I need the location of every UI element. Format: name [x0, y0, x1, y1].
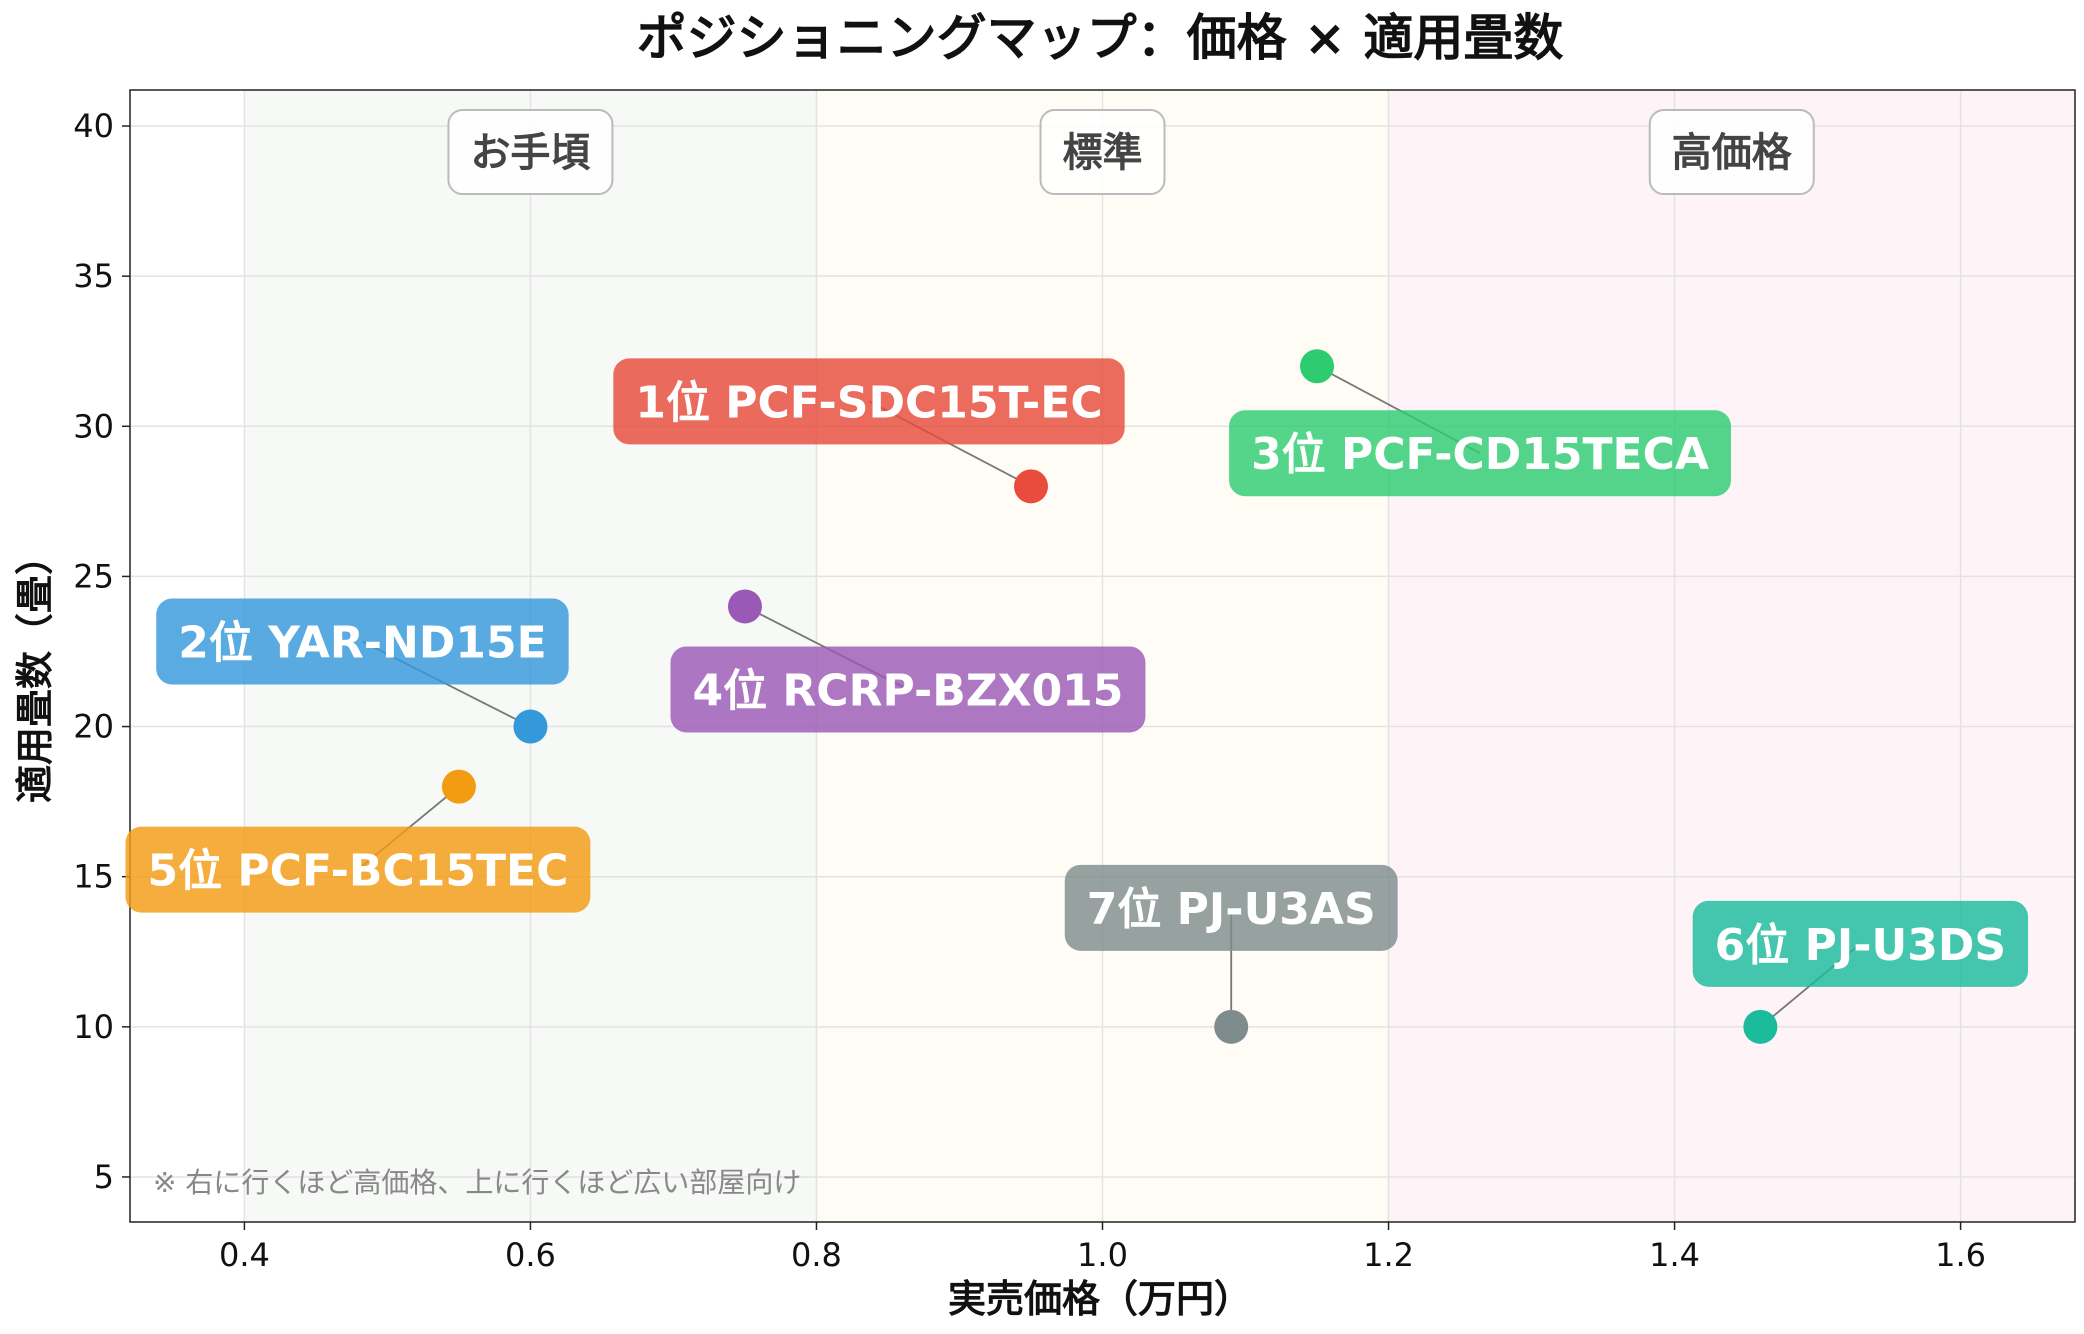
x-tick-label-1: 0.6: [505, 1236, 556, 1274]
point-label-bg-1: [156, 598, 569, 685]
zone-label-2: 高価格: [1672, 130, 1793, 176]
zone-label-0: お手頃: [470, 130, 590, 176]
point-label-text-3: 4位 RCRP-BZX015: [692, 665, 1123, 716]
point-label-bg-6: [1064, 864, 1398, 951]
point-label-4: 5位 PCF-BC15TEC: [125, 826, 591, 913]
zone-band-2: [1388, 90, 2075, 1222]
point-label-0: 1位 PCF-SDC15T-EC: [613, 358, 1125, 445]
point-label-3: 4位 RCRP-BZX015: [670, 646, 1146, 733]
y-tick-label-6: 35: [73, 257, 114, 295]
zone-label-box-1: [1039, 109, 1166, 195]
chart-title: ポジショニングマップ：価格 × 適用畳数: [637, 9, 1564, 67]
y-tick-label-1: 10: [73, 1008, 114, 1046]
y-tick-label-2: 15: [73, 858, 114, 896]
x-tick-label-0: 0.4: [219, 1236, 270, 1274]
data-point-1: [513, 709, 548, 744]
chart-note: ※ 右に行くほど高価格、上に行くほど広い部屋向け: [153, 1166, 801, 1199]
point-label-text-5: 6位 PJ-U3DS: [1715, 920, 2006, 971]
data-point-4: [441, 769, 476, 804]
y-tick-label-0: 5: [94, 1158, 114, 1196]
point-label-bg-2: [1229, 410, 1731, 497]
point-label-bg-0: [613, 358, 1125, 445]
point-label-bg-3: [670, 646, 1146, 733]
y-tick-label-4: 25: [73, 557, 114, 595]
zone-label-box-0: [447, 109, 614, 195]
y-tick-label-5: 30: [73, 407, 114, 445]
point-label-text-1: 2位 YAR-ND15E: [178, 618, 546, 669]
point-label-6: 7位 PJ-U3AS: [1064, 864, 1398, 951]
zone-label-box-2: [1648, 109, 1815, 195]
point-label-bg-4: [125, 826, 591, 913]
point-label-5: 6位 PJ-U3DS: [1692, 900, 2029, 987]
x-tick-label-5: 1.4: [1649, 1236, 1700, 1274]
point-label-text-4: 5位 PCF-BC15TEC: [148, 846, 569, 897]
data-point-3: [727, 589, 762, 624]
data-point-0: [1013, 469, 1048, 504]
y-tick-label-7: 40: [73, 107, 114, 145]
y-axis-label: 適用畳数（畳）: [13, 537, 57, 803]
x-tick-label-2: 0.8: [791, 1236, 842, 1274]
x-tick-label-6: 1.6: [1935, 1236, 1986, 1274]
data-point-6: [1214, 1009, 1249, 1044]
point-label-text-0: 1位 PCF-SDC15T-EC: [635, 377, 1102, 428]
point-label-text-6: 7位 PJ-U3AS: [1087, 884, 1376, 935]
point-label-2: 3位 PCF-CD15TECA: [1229, 410, 1731, 497]
zone-label-1: 標準: [1063, 130, 1143, 176]
point-label-1: 2位 YAR-ND15E: [156, 598, 569, 685]
point-label-bg-5: [1692, 900, 2029, 987]
data-point-5: [1743, 1009, 1778, 1044]
x-tick-label-4: 1.2: [1363, 1236, 1414, 1274]
plot-area: 0.4 0.6 0.8 1.0 1.2 1.4 1.6 5 10 15 20 25 30 35 40 お手頃 標…: [73, 89, 2076, 1274]
y-tick-label-3: 20: [73, 708, 114, 746]
data-point-2: [1300, 349, 1335, 384]
point-label-text-2: 3位 PCF-CD15TECA: [1251, 429, 1709, 480]
x-tick-label-3: 1.0: [1077, 1236, 1128, 1274]
x-axis-label: 実売価格（万円）: [948, 1277, 1252, 1321]
